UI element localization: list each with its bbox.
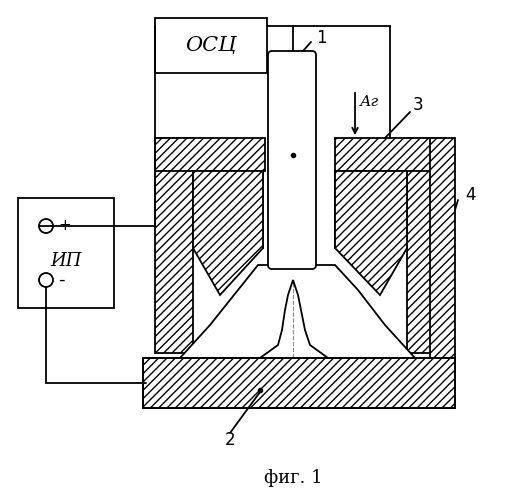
Bar [155,138,265,171]
Text: Аг: Аг [360,95,379,109]
Text: 4: 4 [465,186,475,204]
Bar [143,358,455,408]
Text: -: - [58,271,64,289]
Text: 3: 3 [413,96,424,114]
Text: фиг. 1: фиг. 1 [264,469,322,487]
Polygon shape [180,265,415,358]
FancyBboxPatch shape [268,51,316,269]
Bar [193,171,263,248]
Bar [335,171,407,248]
Text: ИП: ИП [50,252,82,270]
Bar [407,138,445,353]
Bar [18,198,114,308]
Bar [335,138,445,171]
Text: 2: 2 [225,431,235,449]
Bar [155,138,193,353]
Bar [430,138,455,358]
Polygon shape [193,171,263,295]
Polygon shape [335,171,407,295]
Bar [143,358,455,408]
Text: ОСЦ: ОСЦ [186,36,236,55]
Text: +: + [58,218,71,234]
Bar [155,18,267,73]
Text: 1: 1 [316,29,326,47]
